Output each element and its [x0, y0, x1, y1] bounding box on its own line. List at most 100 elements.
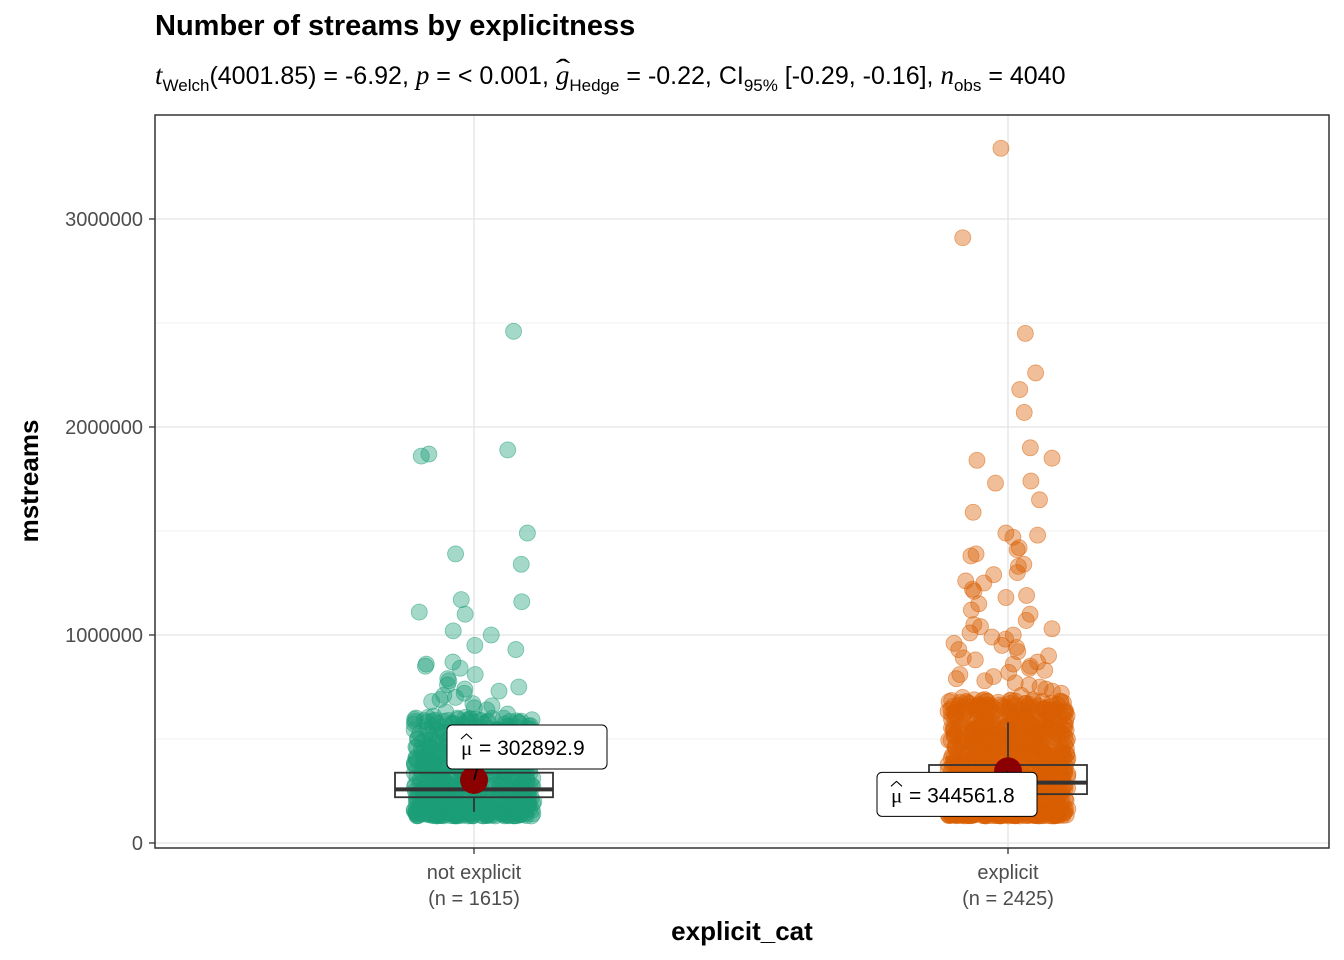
- subtitle-p-symbol: p: [415, 60, 430, 90]
- mean-label-value: = 344561.8: [909, 784, 1015, 807]
- mean-label-mu: μ: [461, 736, 472, 760]
- plot-panel-background: [155, 115, 1329, 848]
- subtitle-hedge-subscript: Hedge: [569, 76, 620, 95]
- data-point: [451, 659, 469, 677]
- data-point: [432, 807, 450, 824]
- chart-subtitle: tWelch(4001.85) = -6.92, p = < 0.001, gH…: [155, 60, 1065, 96]
- data-point: [444, 622, 462, 640]
- data-point: [517, 800, 535, 818]
- data-point: [518, 524, 536, 542]
- data-point: [1013, 707, 1031, 725]
- data-point: [947, 670, 965, 688]
- data-point: [510, 678, 528, 696]
- subtitle-ci-subscript: 95%: [743, 76, 778, 95]
- data-point: [425, 707, 442, 725]
- data-point: [987, 474, 1004, 492]
- data-point: [1029, 526, 1047, 544]
- data-point: [966, 651, 984, 669]
- y-tick-label: 2000000: [65, 417, 143, 439]
- x-axis: not explicit (n = 1615) explicit (n = 2425): [427, 848, 1054, 910]
- data-point: [1036, 661, 1054, 679]
- y-tick-label: 1000000: [65, 625, 143, 647]
- data-point: [981, 699, 999, 717]
- data-point: [485, 806, 503, 824]
- data-point: [482, 626, 500, 644]
- data-point: [458, 804, 476, 822]
- data-point: [1015, 404, 1033, 421]
- data-point: [964, 503, 982, 521]
- subtitle-obs-subscript: obs: [953, 76, 982, 95]
- data-point: [946, 709, 964, 727]
- data-point: [456, 680, 474, 698]
- data-point: [1008, 564, 1026, 581]
- data-point: [980, 733, 998, 751]
- data-point: [1008, 541, 1026, 559]
- subtitle-n-value: = 4040: [981, 62, 1066, 90]
- y-tick-label: 3000000: [65, 209, 143, 231]
- data-point: [405, 721, 423, 739]
- data-point: [968, 451, 986, 469]
- x-tick-sublabel: (n = 2425): [962, 888, 1054, 910]
- data-point: [412, 447, 430, 465]
- data-point: [1031, 491, 1048, 509]
- subtitle-t-symbol: t: [155, 60, 163, 90]
- data-point: [512, 555, 530, 573]
- data-point: [463, 807, 481, 825]
- data-point: [513, 593, 531, 611]
- data-point: [962, 601, 980, 619]
- data-point: [507, 641, 525, 658]
- data-point: [499, 705, 516, 723]
- data-point: [478, 806, 496, 824]
- subtitle-df-stat: (4001.85) = -6.92,: [209, 62, 416, 90]
- data-point: [452, 591, 470, 609]
- data-point: [466, 666, 484, 683]
- data-point: [997, 589, 1015, 606]
- data-point: [1021, 659, 1038, 677]
- data-point: [1021, 439, 1039, 457]
- data-point: [992, 139, 1010, 157]
- subtitle-g-symbol: g: [556, 60, 570, 91]
- data-point: [967, 743, 985, 761]
- data-point: [1043, 449, 1061, 467]
- x-tick-label: explicit: [977, 862, 1039, 884]
- data-point: [428, 766, 446, 783]
- data-point: [511, 806, 528, 824]
- data-point: [466, 637, 484, 654]
- data-point: [410, 603, 428, 621]
- data-point: [412, 740, 430, 758]
- data-point: [427, 743, 445, 760]
- data-point: [505, 322, 522, 340]
- data-point: [961, 624, 979, 642]
- subtitle-n-symbol: n: [940, 60, 954, 90]
- data-point: [423, 765, 441, 783]
- y-axis: 0 1000000 2000000 3000000: [65, 209, 155, 855]
- data-point: [1059, 800, 1077, 818]
- x-axis-title: explicit_cat: [671, 916, 813, 946]
- subtitle-welch-subscript: Welch: [162, 76, 210, 95]
- data-point: [456, 605, 474, 623]
- data-point: [490, 682, 508, 700]
- y-axis-title: mstreams: [14, 420, 44, 543]
- data-point: [1042, 721, 1060, 738]
- data-point: [1059, 730, 1076, 748]
- data-point: [417, 657, 434, 675]
- data-point: [465, 699, 483, 717]
- data-point: [993, 637, 1011, 654]
- x-tick-label: not explicit: [427, 862, 522, 884]
- data-point: [431, 691, 449, 708]
- data-point: [424, 712, 442, 730]
- data-point: [1016, 324, 1034, 342]
- data-point: [945, 748, 963, 765]
- data-point: [962, 547, 980, 565]
- data-point: [1043, 620, 1061, 638]
- data-point: [447, 545, 464, 563]
- mean-label-mu: μ: [891, 783, 902, 807]
- data-point: [499, 441, 517, 459]
- data-point: [1017, 612, 1035, 629]
- y-tick-label: 0: [132, 833, 143, 855]
- data-point: [444, 653, 462, 671]
- data-point: [954, 229, 972, 247]
- data-point: [1042, 703, 1059, 721]
- data-point: [423, 693, 441, 710]
